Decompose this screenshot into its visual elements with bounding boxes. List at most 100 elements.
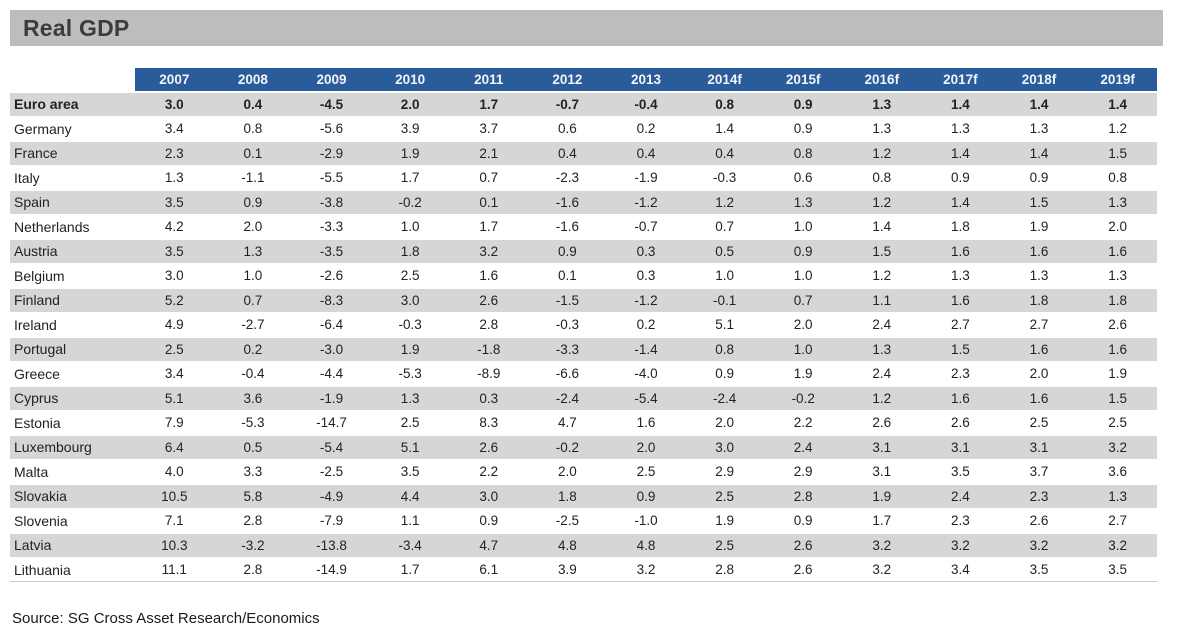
gdp-value-cell: 3.0 — [370, 289, 450, 314]
gdp-value-cell: 0.1 — [213, 142, 293, 167]
country-label: Malta — [10, 461, 136, 485]
gdp-value-cell: 6.1 — [449, 559, 529, 582]
year-column-header: 2019f — [1078, 68, 1157, 93]
gdp-value-cell: 0.3 — [606, 265, 686, 289]
gdp-value-cell: 3.1 — [921, 436, 1000, 461]
gdp-value-cell: 0.4 — [685, 142, 764, 167]
gdp-value-cell: -13.8 — [292, 534, 371, 559]
table-row: Lithuania 11.1 2.8 -14.9 1.7 6.1 3.9 3.2 2.8 2.6 3… — [10, 559, 1157, 582]
gdp-value-cell: 2.2 — [763, 412, 843, 436]
gdp-value-cell: -8.9 — [449, 363, 529, 387]
gdp-value-cell: -0.2 — [370, 191, 450, 216]
gdp-value-cell: -1.5 — [528, 289, 607, 314]
page-title: Real GDP — [10, 10, 1163, 46]
gdp-value-cell: -3.5 — [292, 240, 371, 265]
gdp-value-cell: 3.0 — [135, 93, 214, 118]
country-label: Slovenia — [10, 510, 136, 534]
gdp-value-cell: 1.7 — [842, 510, 922, 534]
gdp-value-cell: 2.8 — [763, 485, 843, 510]
gdp-value-cell: 1.3 — [999, 265, 1079, 289]
country-label: France — [10, 142, 136, 167]
gdp-value-cell: 3.6 — [1078, 461, 1157, 485]
table-row: Estonia 7.9 -5.3 -14.7 2.5 8.3 4.7 1.6 2.0 2.2 2.6… — [10, 412, 1157, 436]
gdp-value-cell: 3.2 — [842, 559, 922, 582]
gdp-value-cell: 2.5 — [999, 412, 1079, 436]
gdp-value-cell: 1.8 — [921, 216, 1000, 240]
gdp-value-cell: -4.5 — [292, 93, 371, 118]
gdp-value-cell: -3.2 — [213, 534, 293, 559]
gdp-value-cell: 1.5 — [1078, 387, 1157, 412]
country-label: Estonia — [10, 412, 136, 436]
gdp-value-cell: -1.6 — [528, 191, 607, 216]
gdp-value-cell: 1.3 — [213, 240, 293, 265]
gdp-value-cell: 2.4 — [842, 314, 922, 338]
gdp-value-cell: 1.6 — [999, 240, 1079, 265]
gdp-value-cell: 0.7 — [449, 167, 529, 191]
gdp-value-cell: 2.6 — [449, 436, 529, 461]
header-corner-cell — [10, 68, 136, 93]
gdp-value-cell: 2.8 — [213, 510, 293, 534]
gdp-value-cell: -4.0 — [606, 363, 686, 387]
gdp-value-cell: 1.6 — [921, 289, 1000, 314]
gdp-value-cell: -14.9 — [292, 559, 371, 582]
gdp-value-cell: 1.6 — [921, 387, 1000, 412]
country-label: Euro area — [10, 93, 136, 118]
gdp-value-cell: 2.0 — [213, 216, 293, 240]
gdp-value-cell: 1.3 — [1078, 485, 1157, 510]
gdp-value-cell: 0.4 — [606, 142, 686, 167]
gdp-value-cell: -3.8 — [292, 191, 371, 216]
year-column-header: 2011 — [449, 68, 529, 93]
gdp-value-cell: -0.3 — [370, 314, 450, 338]
gdp-value-cell: -1.9 — [606, 167, 686, 191]
gdp-value-cell: 0.6 — [763, 167, 843, 191]
gdp-value-cell: 0.8 — [685, 338, 764, 363]
gdp-value-cell: 1.4 — [921, 142, 1000, 167]
gdp-value-cell: 4.8 — [606, 534, 686, 559]
table-row: Cyprus 5.1 3.6 -1.9 1.3 0.3 -2.4 -5.4 -2.4 -0.2 1.… — [10, 387, 1157, 412]
gdp-value-cell: 3.0 — [135, 265, 214, 289]
gdp-value-cell: -0.3 — [528, 314, 607, 338]
gdp-value-cell: 3.4 — [135, 363, 214, 387]
gdp-value-cell: 1.5 — [921, 338, 1000, 363]
country-label: Germany — [10, 118, 136, 142]
gdp-value-cell: 2.8 — [213, 559, 293, 582]
table-row: Euro area 3.0 0.4 -4.5 2.0 1.7 -0.7 -0.4 0.8 0.9 1… — [10, 93, 1157, 118]
gdp-value-cell: 1.3 — [842, 93, 922, 118]
gdp-value-cell: 0.5 — [213, 436, 293, 461]
country-label: Luxembourg — [10, 436, 136, 461]
gdp-value-cell: 1.9 — [685, 510, 764, 534]
table-row: Italy 1.3 -1.1 -5.5 1.7 0.7 -2.3 -1.9 -0.3 0.6 0.8… — [10, 167, 1157, 191]
gdp-value-cell: 0.7 — [763, 289, 843, 314]
gdp-value-cell: 1.9 — [1078, 363, 1157, 387]
gdp-value-cell: 2.6 — [921, 412, 1000, 436]
gdp-value-cell: -2.4 — [528, 387, 607, 412]
year-column-header: 2008 — [213, 68, 293, 93]
table-row: Slovenia 7.1 2.8 -7.9 1.1 0.9 -2.5 -1.0 1.9 0.9 1.… — [10, 510, 1157, 534]
gdp-value-cell: -4.9 — [292, 485, 371, 510]
year-column-header: 2013 — [606, 68, 686, 93]
gdp-value-cell: 1.3 — [921, 265, 1000, 289]
gdp-value-cell: 1.9 — [370, 142, 450, 167]
gdp-value-cell: 2.4 — [763, 436, 843, 461]
gdp-value-cell: -2.5 — [292, 461, 371, 485]
gdp-value-cell: -1.8 — [449, 338, 529, 363]
gdp-value-cell: -1.1 — [213, 167, 293, 191]
country-label: Italy — [10, 167, 136, 191]
gdp-value-cell: 1.6 — [606, 412, 686, 436]
gdp-value-cell: -1.0 — [606, 510, 686, 534]
gdp-value-cell: 0.9 — [763, 240, 843, 265]
gdp-value-cell: 3.4 — [135, 118, 214, 142]
gdp-value-cell: 0.7 — [213, 289, 293, 314]
gdp-value-cell: 3.7 — [449, 118, 529, 142]
gdp-value-cell: 2.5 — [606, 461, 686, 485]
gdp-value-cell: 3.0 — [449, 485, 529, 510]
gdp-value-cell: -0.4 — [213, 363, 293, 387]
gdp-value-cell: -7.9 — [292, 510, 371, 534]
table-header-row: 2007 2008 2009 2010 2011 2012 2013 2014f 2015f 20… — [10, 68, 1157, 93]
gdp-value-cell: 0.9 — [449, 510, 529, 534]
gdp-value-cell: -1.6 — [528, 216, 607, 240]
gdp-value-cell: -1.2 — [606, 191, 686, 216]
gdp-value-cell: 1.6 — [921, 240, 1000, 265]
gdp-value-cell: 0.7 — [685, 216, 764, 240]
gdp-value-cell: 2.4 — [842, 363, 922, 387]
